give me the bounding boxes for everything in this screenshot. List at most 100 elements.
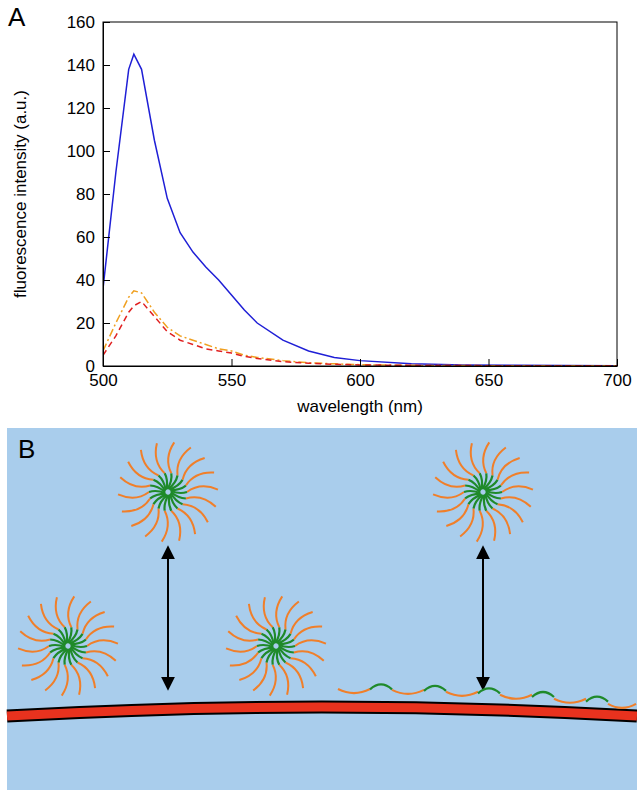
surfactant-head	[65, 627, 67, 643]
series-line	[103, 302, 617, 366]
series-line	[103, 54, 617, 366]
adsorbed-tail	[554, 699, 586, 703]
surfactant-tail	[87, 640, 118, 646]
surfactant-tail	[437, 498, 465, 511]
surfactant-head	[59, 630, 66, 645]
series-line	[103, 291, 617, 366]
micelle	[18, 596, 118, 695]
surfactant-tail	[118, 492, 149, 498]
surfactant-tail	[460, 508, 474, 536]
surfactant-tail	[477, 511, 483, 542]
surfactant-head	[50, 648, 66, 653]
surfactant-tail	[501, 473, 529, 486]
surfactant-head	[70, 648, 77, 663]
exchange-arrow	[167, 548, 169, 688]
surfactant-head	[278, 640, 294, 645]
surfactant-head	[267, 630, 274, 645]
y-tick-label: 120	[67, 99, 95, 118]
surfactant-tail	[56, 597, 65, 627]
membrane-outline	[7, 707, 637, 716]
surfactant-head	[69, 649, 71, 665]
surfactant-head	[465, 494, 481, 499]
diagram: B	[7, 428, 637, 790]
adsorbed-tail	[338, 689, 370, 693]
adsorbed-head	[586, 697, 608, 702]
surfactant-head	[277, 649, 279, 665]
y-tick: 60	[76, 228, 110, 247]
micelle	[433, 442, 533, 541]
x-axis: 500550600650700	[89, 359, 631, 390]
y-tick-mark	[103, 323, 110, 324]
y-tick-label: 20	[76, 314, 95, 333]
panel-label: B	[18, 434, 35, 464]
surfactant-tail	[502, 486, 533, 492]
y-tick-label: 60	[76, 228, 95, 247]
adsorbed-tail	[500, 695, 532, 699]
surfactant-tail	[62, 665, 68, 696]
surfactant-tail	[122, 498, 150, 511]
surfactant-tail	[264, 597, 273, 627]
figure: A500550600650700020406080100120140160wav…	[0, 0, 637, 792]
y-tick-label: 160	[67, 13, 95, 32]
surfactant-head	[278, 648, 285, 663]
surfactant-head	[169, 495, 171, 511]
y-tick: 40	[76, 271, 110, 290]
adsorbed-head	[478, 688, 500, 693]
plot-frame	[103, 22, 617, 366]
y-tick-label: 0	[86, 357, 95, 376]
surfactant-tail	[187, 486, 218, 492]
surfactant-head	[480, 473, 482, 489]
y-axis-title: fluorescence intensity (a.u.)	[11, 90, 30, 298]
surfactant-tail	[471, 443, 480, 473]
surfactant-tail	[18, 646, 49, 652]
surfactant-tail	[294, 627, 322, 640]
surfactant-tail	[86, 627, 114, 640]
surfactant-head	[484, 495, 486, 511]
surfactant-tail	[295, 640, 326, 646]
surfactant-tail	[226, 646, 257, 652]
surfactant-head	[170, 486, 186, 491]
adsorbed-tail	[446, 692, 478, 696]
y-tick-label: 40	[76, 271, 95, 290]
surfactant-tail	[186, 473, 214, 486]
panel-label: A	[8, 2, 26, 32]
surfactant-tail	[230, 652, 258, 665]
micelle	[118, 442, 218, 541]
surfactant-tail	[77, 602, 91, 630]
surfactant-head	[159, 476, 166, 491]
x-tick-label: 650	[475, 371, 503, 390]
surfactant-tail	[253, 662, 267, 690]
surfactant-head	[273, 627, 275, 643]
y-tick-label: 140	[67, 56, 95, 75]
y-tick: 80	[76, 185, 110, 204]
surfactant-head	[150, 494, 166, 499]
x-tick-label: 600	[346, 371, 374, 390]
surfactant-head	[474, 476, 481, 491]
surfactant-head	[485, 486, 501, 491]
adsorbed-head	[424, 686, 446, 691]
y-tick-label: 80	[76, 185, 95, 204]
x-tick-label: 700	[603, 371, 631, 390]
x-tick-label: 550	[218, 371, 246, 390]
y-tick-mark	[103, 65, 110, 66]
surfactant-tail	[145, 508, 159, 536]
surfactant-tail	[486, 511, 495, 541]
surfactant-head	[258, 648, 274, 653]
x-tick-mark	[232, 359, 233, 366]
surfactant-tail	[162, 511, 168, 542]
surfactant-tail	[22, 652, 50, 665]
y-tick-mark	[103, 194, 110, 195]
surfactant-tail	[433, 492, 464, 498]
surfactant-head	[171, 491, 187, 493]
x-tick: 650	[475, 359, 503, 390]
surfactant-tail	[168, 442, 174, 473]
adsorbed-head	[532, 692, 554, 697]
y-tick: 20	[76, 314, 110, 333]
x-tick-mark	[489, 359, 490, 366]
surfactant-tail	[285, 602, 299, 630]
surfactant-tail	[71, 665, 80, 695]
adsorbed-tail	[392, 690, 424, 694]
surfactant-head	[71, 645, 87, 647]
x-tick: 550	[218, 359, 246, 390]
y-tick-mark	[103, 151, 110, 152]
